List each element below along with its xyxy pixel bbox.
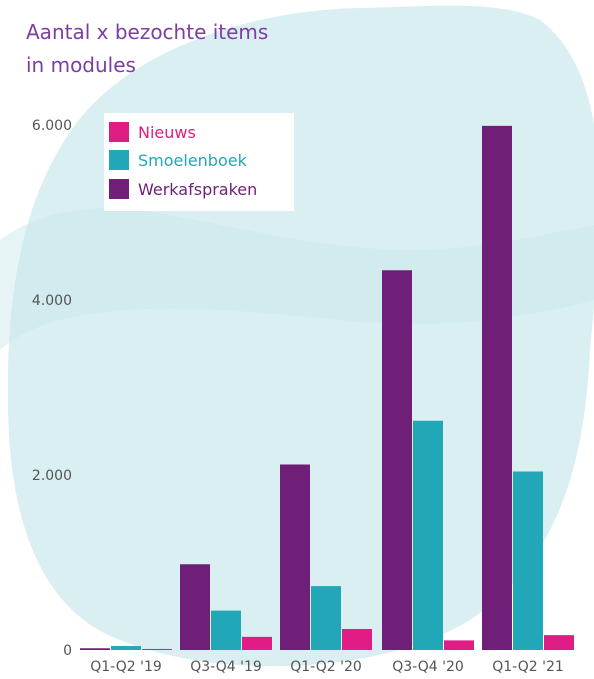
chart-title-line-1: Aantal x bezochte items (26, 20, 268, 44)
y-tick-label: 6.000 (32, 118, 72, 134)
legend-swatch (109, 179, 129, 199)
y-axis-labels: 0 2.000 4.000 6.000 (32, 118, 72, 659)
x-tick-label: Q3-Q4 '19 (190, 659, 262, 675)
bar-group (382, 270, 474, 650)
x-tick-label: Q1-Q2 '19 (90, 659, 162, 675)
background-swoosh (0, 208, 594, 350)
x-tick-label: Q1-Q2 '21 (492, 659, 564, 675)
x-tick-label: Q3-Q4 '20 (392, 659, 464, 675)
x-tick-label: Q1-Q2 '20 (290, 659, 362, 675)
chart-title-line-2: in modules (26, 53, 136, 77)
bar-group (180, 564, 272, 650)
chart-title: Aantal x bezochte items in modules (26, 20, 268, 77)
bar-werkafspraken (280, 464, 310, 650)
bar-group (482, 125, 574, 650)
y-tick-label: 2.000 (32, 468, 72, 484)
bar-nieuws (444, 640, 474, 650)
bar-nieuws (544, 635, 574, 650)
bar-nieuws (242, 636, 272, 650)
y-tick-label: 0 (63, 643, 72, 659)
y-tick-label: 4.000 (32, 293, 72, 309)
legend-label: Werkafspraken (138, 180, 257, 199)
legend-label: Smoelenboek (138, 151, 248, 170)
legend-label: Nieuws (138, 123, 196, 142)
bar-smoelenboek (111, 646, 141, 650)
bar-smoelenboek (413, 420, 443, 650)
legend: Nieuws Smoelenboek Werkafspraken (104, 113, 294, 211)
bar-werkafspraken (482, 125, 512, 650)
bar-smoelenboek (211, 610, 241, 650)
bar-group (280, 464, 372, 650)
legend-swatch (109, 122, 129, 142)
bar-werkafspraken (180, 564, 210, 650)
bar-werkafspraken (80, 648, 110, 650)
bar-group (80, 646, 172, 650)
bar-smoelenboek (311, 586, 341, 650)
bar-smoelenboek (513, 471, 543, 650)
bar-nieuws (342, 629, 372, 650)
legend-swatch (109, 150, 129, 170)
bar-nieuws (142, 648, 172, 650)
bars (80, 125, 574, 650)
bar-werkafspraken (382, 270, 412, 650)
legend-box (104, 113, 294, 211)
x-axis-labels: Q1-Q2 '19 Q3-Q4 '19 Q1-Q2 '20 Q3-Q4 '20 Q1-Q… (90, 659, 564, 675)
